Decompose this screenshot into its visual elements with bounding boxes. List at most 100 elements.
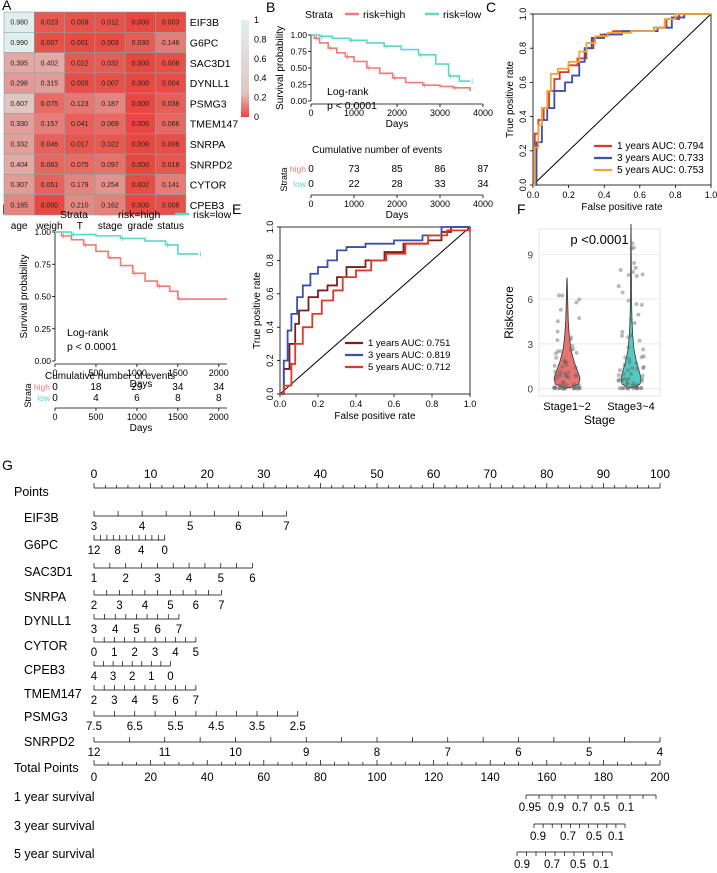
roc-y-tick-label: 0.4 <box>265 321 275 334</box>
risk-table-x-tick-label: 4000 <box>473 199 493 209</box>
heatmap-cell-value: 0.607 <box>10 101 28 108</box>
violin-jitter-point <box>570 343 575 348</box>
km-x-tick-label: 1500 <box>168 368 188 378</box>
risk-table-strata-label: Strata <box>23 383 33 407</box>
violin-jitter-point <box>618 267 623 272</box>
total-points-tick-label: 80 <box>314 772 327 784</box>
violin-jitter-point <box>571 386 576 391</box>
heatmap-cell-value: 0.007 <box>101 81 119 88</box>
heatmap-cell-value: 0.018 <box>162 162 180 169</box>
roc-y-tick-label: 0.4 <box>518 110 528 123</box>
violin-jitter-point <box>565 373 570 378</box>
risk-table-title: Cumulative number of events <box>45 371 175 382</box>
colorbar-tick-label: 0.2 <box>254 93 267 103</box>
km-y-tick-label: 0.25 <box>34 324 51 334</box>
km-x-tick-label: 3000 <box>430 108 450 118</box>
heatmap-cell-value: 0.001 <box>71 40 89 47</box>
risk-table-value: 0 <box>52 382 58 393</box>
total-points-tick-label: 160 <box>537 772 556 784</box>
km-curve-low <box>55 231 199 255</box>
nomogram-variable-tick-label: 11 <box>159 747 171 759</box>
violin-jitter-point <box>628 333 633 338</box>
heatmap-cell-value: 0.000 <box>132 162 150 169</box>
violin-jitter-point <box>556 293 561 298</box>
risk-table-x-tick-label: 3000 <box>430 199 450 209</box>
risk-table-row-label: high <box>290 164 306 174</box>
violin-jitter-point <box>564 363 569 368</box>
heatmap-row-label: DYNLL1 <box>190 78 230 90</box>
heatmap-cell <box>155 194 187 216</box>
violin-jitter-point <box>629 384 634 389</box>
violin-jitter-point <box>561 379 566 384</box>
km-x-axis-title: Days <box>130 379 153 390</box>
nomogram-variable-tick-label: 6 <box>515 747 521 759</box>
km-y-tick-label: 0.50 <box>290 63 307 73</box>
risk-table-value: 6 <box>134 393 140 404</box>
violin-jitter-point <box>640 377 645 382</box>
violin-jitter-point <box>616 284 621 289</box>
violin-shape-1 <box>553 277 581 389</box>
violin-jitter-point <box>562 384 567 389</box>
violin-y-tick-label: 9 <box>527 250 533 261</box>
survival-axis-tick-label: 0.7 <box>572 802 588 814</box>
points-axis-tick-label: 100 <box>650 467 670 481</box>
heatmap-cell-value: 0.022 <box>71 60 89 67</box>
panel-f-violin-plot: p <0.0001 0 3 6 9 Riskscore Stage1~2 Stage3~4St… <box>502 224 661 427</box>
violin-jitter-point <box>564 360 569 365</box>
roc-x-tick-label: 0.8 <box>669 190 682 200</box>
nomogram-variable-tick-label: 2 <box>91 600 97 612</box>
heatmap-cell-value: 0.402 <box>41 60 59 67</box>
risk-table-value: 73 <box>348 164 360 175</box>
violin-jitter-point <box>633 265 638 270</box>
km-x-tick-label: 1000 <box>127 368 147 378</box>
violin-jitter-point <box>558 386 563 391</box>
risk-table-x-tick-label: 2000 <box>387 199 407 209</box>
km-legend-label: risk=high <box>363 9 405 21</box>
nomogram-variable-tick-label: 3.5 <box>249 721 265 733</box>
nomogram-variable-tick-label: 5 <box>152 695 158 707</box>
violin-shape-2 <box>620 224 642 389</box>
roc-x-axis-title: False positive rate <box>334 411 416 422</box>
violin-jitter-point <box>620 330 625 335</box>
violin-jitter-point <box>553 351 558 356</box>
nomogram-variable-tick-label: 5 <box>193 647 199 659</box>
panel-label-c: C <box>486 0 496 15</box>
nomogram-variable-tick-label: 6 <box>193 600 199 612</box>
heatmap-row-label: SAC3D1 <box>190 58 231 70</box>
nomogram-variable-tick-label: 3 <box>152 647 158 659</box>
survival-axis-tick-label: 0.9 <box>548 802 564 814</box>
violin-jitter-point <box>623 384 628 389</box>
violin-jitter-point <box>568 347 573 352</box>
heatmap-cell-value: 0.007 <box>41 40 59 47</box>
roc-x-tick-label: 0.0 <box>274 399 287 409</box>
nomogram-variable-tick-label: 3 <box>116 600 122 612</box>
survival-axis-tick-label: 0.9 <box>514 859 530 871</box>
violin-jitter-point <box>558 369 563 374</box>
nomogram-variable-tick-label: 3 <box>154 573 160 585</box>
roc-legend-label: 3 years AUC: 0.733 <box>617 153 704 164</box>
nomogram-variable-tick-label: 3 <box>110 671 116 683</box>
heatmap-cell-value: 0.030 <box>132 40 150 47</box>
nomogram-variable-tick-label: 7 <box>445 747 451 759</box>
total-points-tick-label: 40 <box>201 772 214 784</box>
heatmap-cell-value: 0.051 <box>41 182 59 189</box>
risk-table-value: 28 <box>391 179 403 190</box>
heatmap-row-label: PSMG3 <box>190 98 227 110</box>
nomogram-variable-tick-label: 1 <box>148 671 154 683</box>
km-legend-label: risk=low <box>193 209 232 221</box>
survival-axis-tick-label: 0.95 <box>519 802 541 814</box>
nomogram-variable-tick-label: 1 <box>111 647 117 659</box>
violin-y-tick-label: 3 <box>527 340 533 351</box>
panel-d-km-plot: Strata risk=high risk=low 0.00 0.25 0.50 0.75 1… <box>19 209 232 434</box>
nomogram-variable-tick-label: 4.5 <box>208 721 224 733</box>
violin-jitter-point <box>625 381 630 386</box>
total-points-tick-label: 180 <box>594 772 613 784</box>
heatmap-cell-value: 0.254 <box>101 182 119 189</box>
risk-table-row-label: low <box>37 393 51 403</box>
violin-jitter-point <box>634 385 639 390</box>
heatmap-cell-value: 0.017 <box>71 141 89 148</box>
violin-jitter-point <box>572 382 577 387</box>
nomogram-variable-tick-label: 4 <box>657 747 664 759</box>
points-axis-tick-label: 40 <box>314 467 328 481</box>
violin-jitter-point <box>564 382 569 387</box>
